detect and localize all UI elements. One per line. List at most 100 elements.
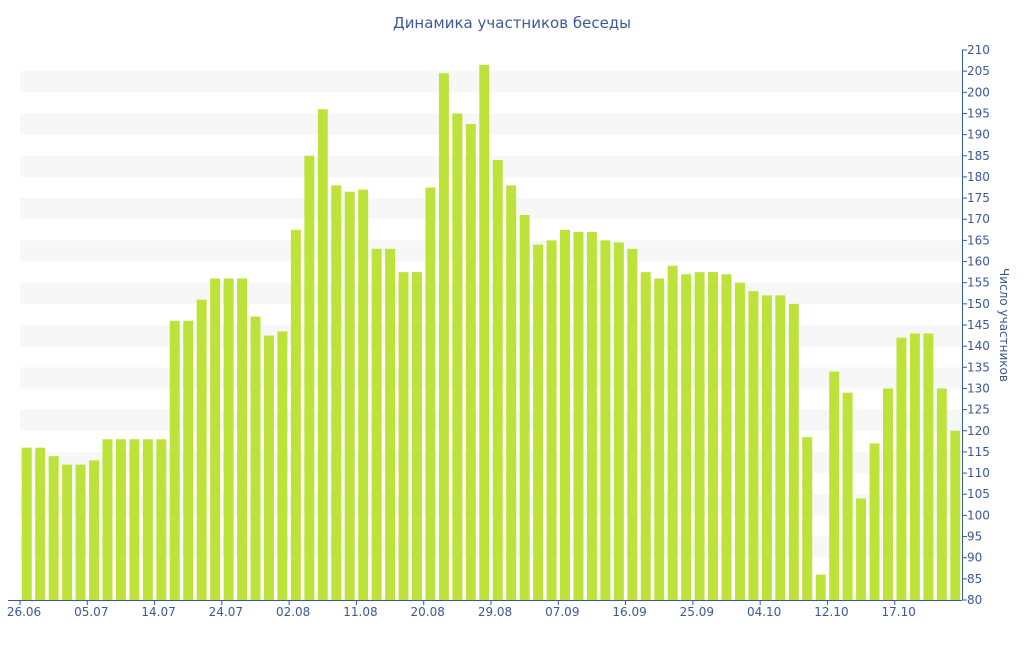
- y-tick-label: 135: [967, 360, 990, 374]
- bar: [196, 299, 207, 600]
- y-tick-label: 195: [967, 106, 990, 120]
- bar: [263, 335, 274, 600]
- y-tick-label: 175: [967, 191, 990, 205]
- bar: [896, 337, 907, 600]
- bar: [398, 272, 409, 600]
- bar: [761, 295, 772, 600]
- bar: [358, 189, 369, 600]
- y-tick-label: 155: [967, 276, 990, 290]
- bar: [573, 231, 584, 600]
- x-tick-label: 24.07: [209, 605, 243, 619]
- bar: [883, 388, 893, 600]
- y-tick-label: 160: [967, 255, 990, 269]
- x-tick-label: 11.08: [343, 605, 377, 619]
- bar: [734, 282, 745, 600]
- bars-group: [21, 64, 961, 601]
- chart-title: Динамика участников беседы: [393, 14, 631, 32]
- axes-group: 80 85 90 95 100 105 110 115 120 125 130 135 140 145 15…: [7, 43, 990, 619]
- bar: [129, 439, 140, 600]
- bar: [21, 447, 32, 600]
- bar: [600, 240, 611, 600]
- grid-band: [20, 367, 962, 389]
- y-tick-label: 180: [967, 170, 990, 184]
- y-tick-label: 110: [967, 466, 990, 480]
- y-tick-label: 140: [967, 339, 990, 353]
- grid-band: [20, 282, 962, 304]
- bar: [533, 244, 544, 600]
- bar: [183, 320, 194, 600]
- bar: [35, 447, 46, 600]
- y-tick-label: 190: [967, 128, 990, 142]
- bar: [237, 278, 248, 600]
- x-tick-label: 07.09: [545, 605, 579, 619]
- grid-band: [20, 71, 962, 93]
- y-tick-label: 130: [967, 381, 990, 395]
- bar: [331, 185, 342, 600]
- bar: [586, 231, 597, 600]
- bar: [290, 229, 301, 601]
- y-tick-label: 145: [967, 318, 990, 332]
- bar: [465, 124, 476, 601]
- x-tick-label: 16.09: [612, 605, 646, 619]
- bar: [654, 278, 665, 600]
- bar: [62, 464, 73, 600]
- bar: [223, 278, 234, 600]
- y-tick-label: 85: [967, 572, 982, 586]
- grid-band: [20, 240, 962, 262]
- bar: [412, 272, 422, 600]
- bar: [169, 320, 180, 600]
- x-tick-label: 14.07: [141, 605, 175, 619]
- y-tick-label: 120: [967, 424, 990, 438]
- bar: [156, 439, 167, 600]
- y-tick-label: 100: [967, 508, 990, 522]
- bar: [856, 498, 867, 600]
- bar: [829, 371, 840, 600]
- x-tick-label: 20.08: [411, 605, 445, 619]
- bar: [640, 272, 651, 600]
- bar: [788, 303, 799, 600]
- x-tick-label: 04.10: [747, 605, 781, 619]
- grid-band: [20, 113, 962, 135]
- x-tick-label: 17.10: [882, 605, 916, 619]
- bar: [869, 443, 880, 600]
- bar: [802, 437, 813, 600]
- x-tick-label: 05.07: [74, 605, 108, 619]
- x-tick-label: 12.10: [814, 605, 848, 619]
- bar: [519, 215, 530, 600]
- bar: [210, 278, 221, 600]
- y-tick-label: 90: [967, 551, 982, 565]
- bar: [452, 113, 463, 600]
- y-tick-label: 170: [967, 212, 990, 226]
- bar: [721, 274, 732, 600]
- bar: [506, 185, 517, 600]
- bar: [667, 265, 678, 600]
- grid-band: [20, 325, 962, 347]
- bar: [492, 160, 503, 600]
- bar: [909, 333, 920, 600]
- bar: [371, 248, 382, 600]
- grid-band: [20, 198, 962, 220]
- bar: [842, 392, 853, 600]
- bar: [694, 272, 705, 600]
- x-tick-label: 25.09: [680, 605, 714, 619]
- bar: [923, 333, 934, 600]
- bar: [75, 464, 86, 600]
- bar: [681, 274, 692, 600]
- bar: [102, 439, 113, 600]
- bar: [950, 430, 961, 600]
- y-tick-label: 80: [967, 593, 982, 607]
- grid-bands: [20, 71, 962, 558]
- bar: [317, 109, 328, 600]
- x-tick-label: 26.06: [7, 605, 41, 619]
- bar: [385, 248, 396, 600]
- bar: [479, 64, 490, 601]
- x-tick-label: 02.08: [276, 605, 310, 619]
- bar: [438, 73, 449, 601]
- y-tick-label: 150: [967, 297, 990, 311]
- y-tick-label: 115: [967, 445, 990, 459]
- y-tick-label: 125: [967, 403, 990, 417]
- bar: [250, 316, 261, 600]
- y-tick-label: 205: [967, 64, 990, 78]
